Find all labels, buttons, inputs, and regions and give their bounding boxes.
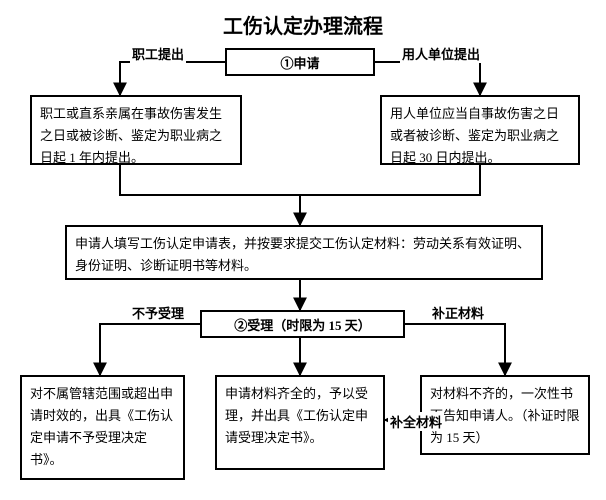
edge-label-emp_submit: 职工提出 bbox=[130, 44, 186, 63]
arrow-emp-to-materials bbox=[120, 165, 300, 225]
node-emp_detail: 职工或直系亲属在事故伤害发生之日或被诊断、鉴定为职业病之日起 1 年内提出。 bbox=[30, 95, 242, 165]
node-accept_ok: 申请材料齐全的，予以受理，并出具《工伤认定申请受理决定书》。 bbox=[215, 375, 385, 470]
node-reject: 对不属管辖范围或超出申请时效的，出具《工伤认定申请不予受理决定书》。 bbox=[20, 375, 185, 480]
node-materials: 申请人填写工伤认定申请表，并按要求提交工伤认定材料：劳动关系有效证明、身份证明、… bbox=[65, 225, 543, 280]
edge-label-supp_done: 补全材料 bbox=[388, 412, 444, 431]
arrow-unit-to-materials-join bbox=[300, 165, 480, 195]
edge-label-no_accept: 不予受理 bbox=[130, 303, 186, 322]
edge-label-unit_submit: 用人单位提出 bbox=[400, 44, 482, 63]
edge-label-need_supp: 补正材料 bbox=[430, 303, 486, 322]
node-unit_detail: 用人单位应当自事故伤害之日或者被诊断、鉴定为职业病之日起 30 日内提出。 bbox=[380, 95, 580, 165]
page-title: 工伤认定办理流程 bbox=[0, 10, 606, 39]
node-accept: ②受理（时限为 15 天） bbox=[200, 310, 405, 338]
arrow-apply-to-unit bbox=[375, 62, 480, 95]
arrow-accept-to-supplement bbox=[405, 324, 505, 375]
arrow-apply-to-emp bbox=[120, 62, 225, 95]
node-supplement: 对材料不齐的，一次性书面告知申请人。（补证时限为 15 天） bbox=[420, 375, 590, 455]
node-apply: ①申请 bbox=[225, 48, 375, 76]
arrow-accept-to-reject bbox=[100, 324, 200, 375]
